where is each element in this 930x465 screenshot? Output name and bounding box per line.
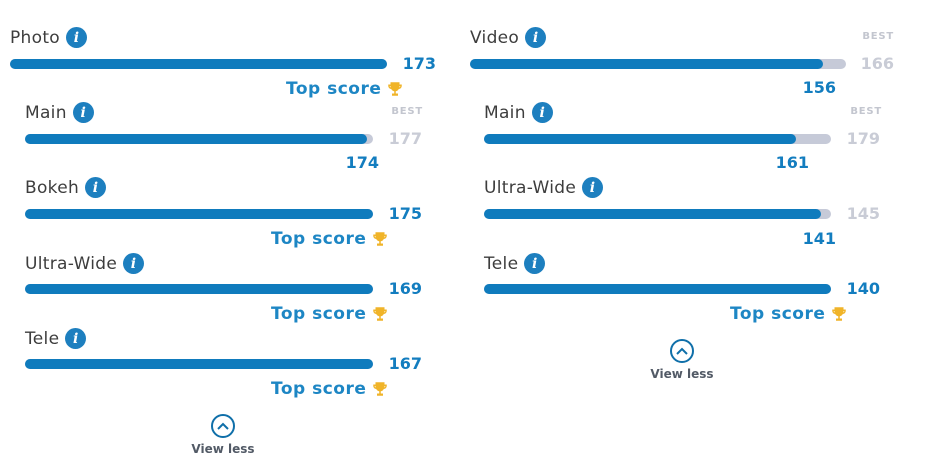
video-label: Video: [470, 27, 520, 48]
photo-score-bar-fill: [10, 59, 387, 69]
photo-label: Photo: [10, 27, 60, 48]
video-score-bar: [470, 59, 846, 69]
video-ultrawide-score-bar-fill: [484, 209, 821, 219]
ultrawide-label-row: Ultra-Wide i: [25, 253, 145, 274]
video-label-row: Video i: [470, 27, 547, 48]
video-ultrawide-label-row: Ultra-Wide i: [484, 177, 604, 198]
video-main-label: Main: [484, 102, 526, 123]
video-main-score-bar: [484, 134, 831, 144]
photo-top-score: Top score: [286, 79, 404, 99]
info-icon[interactable]: i: [123, 253, 145, 274]
video-ultrawide-score-value: 141: [802, 229, 836, 248]
video-main-best-value: 179: [846, 129, 880, 148]
view-less-button[interactable]: View less: [637, 339, 727, 381]
tele-top-score: Top score: [271, 379, 389, 399]
view-less-label: View less: [650, 367, 714, 381]
video-main-label-row: Main i: [484, 102, 553, 123]
bokeh-label: Bokeh: [25, 177, 80, 198]
video-best-value: 166: [860, 54, 894, 73]
ultrawide-label: Ultra-Wide: [25, 253, 118, 274]
info-icon[interactable]: i: [582, 177, 604, 198]
ultrawide-score-bar: [25, 284, 373, 294]
tele-score-bar-fill: [25, 359, 373, 369]
video-tele-top-score: Top score: [730, 304, 848, 324]
trophy-icon: [388, 82, 403, 96]
info-icon[interactable]: i: [72, 102, 94, 123]
top-score-label: Top score: [286, 79, 382, 99]
info-icon[interactable]: i: [531, 102, 553, 123]
trophy-icon: [373, 382, 388, 396]
main-score-value: 174: [345, 153, 379, 172]
video-main-score-value: 161: [775, 153, 809, 172]
bokeh-score-bar-fill: [25, 209, 373, 219]
top-score-label: Top score: [271, 379, 367, 399]
tele-label-row: Tele i: [25, 328, 87, 349]
video-tele-score-bar-fill: [484, 284, 831, 294]
photo-score-bar: [10, 59, 387, 69]
info-icon[interactable]: i: [525, 27, 547, 48]
trophy-icon: [832, 307, 847, 321]
photo-score-value: 173: [402, 54, 436, 73]
bokeh-top-score: Top score: [271, 229, 389, 249]
chevron-up-icon: [211, 414, 235, 438]
view-less-button[interactable]: View less: [178, 414, 268, 456]
view-less-label: View less: [191, 442, 255, 456]
ultrawide-score-bar-fill: [25, 284, 373, 294]
top-score-label: Top score: [271, 304, 367, 324]
trophy-icon: [373, 232, 388, 246]
bokeh-score-bar: [25, 209, 373, 219]
video-score-bar-fill: [470, 59, 824, 69]
main-best-value: 177: [388, 129, 422, 148]
main-score-bar-fill: [25, 134, 368, 144]
tele-score-bar: [25, 359, 373, 369]
info-icon[interactable]: i: [65, 328, 87, 349]
main-score-bar: [25, 134, 373, 144]
video-score-value: 156: [802, 78, 836, 97]
info-icon[interactable]: i: [524, 253, 546, 274]
tele-label: Tele: [25, 328, 60, 349]
video-ultrawide-label: Ultra-Wide: [484, 177, 577, 198]
video-tele-label: Tele: [484, 253, 519, 274]
video-tele-score-bar: [484, 284, 831, 294]
ultrawide-score-value: 169: [388, 279, 422, 298]
video-ultrawide-best-value: 145: [846, 204, 880, 223]
video-tele-label-row: Tele i: [484, 253, 546, 274]
top-score-label: Top score: [730, 304, 826, 324]
bokeh-label-row: Bokeh i: [25, 177, 107, 198]
chevron-up-icon: [670, 339, 694, 363]
trophy-icon: [373, 307, 388, 321]
bokeh-score-value: 175: [388, 204, 422, 223]
video-main-best-label: BEST: [850, 106, 882, 117]
video-ultrawide-score-bar: [484, 209, 831, 219]
photo-label-row: Photo i: [10, 27, 87, 48]
main-best-label: BEST: [391, 106, 423, 117]
info-icon[interactable]: i: [66, 27, 87, 48]
info-icon[interactable]: i: [85, 177, 107, 198]
main-label: Main: [25, 102, 67, 123]
video-main-score-bar-fill: [484, 134, 797, 144]
video-tele-score-value: 140: [846, 279, 880, 298]
tele-score-value: 167: [388, 354, 422, 373]
main-label-row: Main i: [25, 102, 94, 123]
ultrawide-top-score: Top score: [271, 304, 389, 324]
top-score-label: Top score: [271, 229, 367, 249]
video-best-label: BEST: [862, 31, 894, 42]
